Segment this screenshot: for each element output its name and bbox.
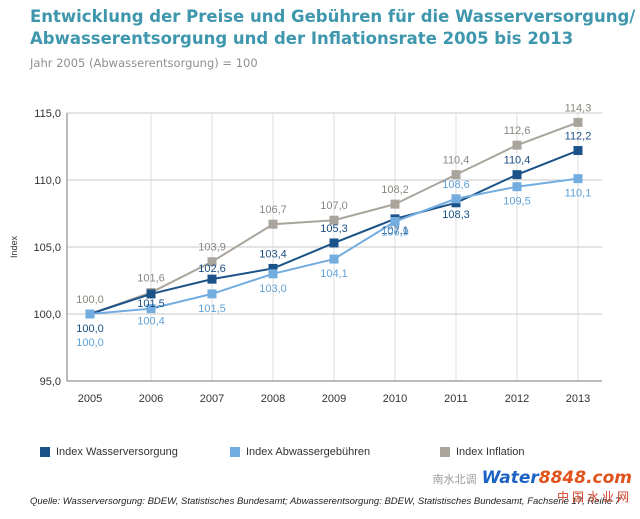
data-point-index-wasserversorgung — [146, 289, 156, 299]
title-line-1: Entwicklung der Preise und Gebühren für … — [30, 7, 636, 26]
data-label-index-abwassergeb-hren: 108,6 — [442, 179, 470, 191]
y-tick-label: 100,0 — [33, 309, 61, 321]
data-label-index-inflation: 107,0 — [320, 200, 348, 212]
data-label-index-wasserversorgung: 108,3 — [442, 209, 470, 221]
data-point-index-inflation — [512, 140, 522, 150]
data-label-index-wasserversorgung: 100,0 — [76, 323, 104, 335]
data-label-index-inflation: 103,9 — [198, 242, 226, 254]
data-label-index-wasserversorgung: 110,4 — [504, 155, 531, 167]
data-point-index-abwassergeb-hren — [573, 174, 583, 184]
watermark-chinese-text: 南水北调 — [432, 473, 477, 486]
data-label-index-abwassergeb-hren: 100,4 — [137, 316, 165, 328]
data-label-index-inflation: 106,7 — [259, 204, 287, 216]
data-point-index-abwassergeb-hren — [85, 309, 95, 319]
data-label-index-inflation: 100,0 — [76, 294, 104, 306]
legend-label-wasserversorgung: Index Wasserversorgung — [56, 446, 178, 458]
data-label-index-wasserversorgung: 102,6 — [198, 263, 226, 275]
y-tick-label: 110,0 — [34, 175, 61, 187]
data-point-index-abwassergeb-hren — [146, 304, 156, 314]
x-tick-label: 2007 — [200, 393, 224, 405]
title-line-2: Abwasserentsorgung und der Inflationsrat… — [30, 29, 574, 48]
legend: Index Wasserversorgung Index Abwassergeb… — [0, 446, 640, 464]
chart-subtitle: Jahr 2005 (Abwasserentsorgung) = 100 — [30, 56, 258, 70]
data-point-index-inflation — [451, 170, 461, 180]
data-label-index-inflation: 110,4 — [443, 155, 470, 167]
y-tick-label: 115,0 — [34, 108, 61, 120]
data-point-index-inflation — [207, 257, 217, 267]
data-point-index-abwassergeb-hren — [512, 182, 522, 192]
x-tick-label: 2012 — [505, 393, 529, 405]
data-label-index-abwassergeb-hren: 100,0 — [76, 337, 104, 349]
data-label-index-inflation: 101,6 — [137, 273, 165, 285]
legend-swatch-wasserversorgung — [40, 447, 50, 457]
y-tick-label: 105,0 — [33, 242, 61, 254]
legend-swatch-abwasser — [230, 447, 240, 457]
y-tick-label: 95,0 — [40, 376, 61, 388]
chart-title: Entwicklung der Preise und Gebühren für … — [30, 6, 635, 50]
data-point-index-wasserversorgung — [329, 238, 339, 248]
data-label-index-abwassergeb-hren: 103,0 — [259, 283, 287, 295]
data-label-index-abwassergeb-hren: 106,9 — [381, 227, 409, 239]
watermark-brand: Water — [481, 468, 539, 488]
data-label-index-inflation: 112,6 — [504, 125, 531, 137]
data-label-index-abwassergeb-hren: 101,5 — [198, 303, 226, 315]
data-point-index-wasserversorgung — [207, 274, 217, 284]
data-label-index-abwassergeb-hren: 109,5 — [503, 196, 531, 208]
data-label-index-inflation: 114,3 — [565, 102, 592, 114]
data-point-index-abwassergeb-hren — [329, 254, 339, 264]
x-tick-label: 2008 — [261, 393, 285, 405]
data-point-index-inflation — [329, 215, 339, 225]
data-point-index-abwassergeb-hren — [268, 269, 278, 279]
legend-label-inflation: Index Inflation — [456, 446, 525, 458]
watermark-line-2: 中国水业网 — [556, 490, 632, 504]
legend-item-abwasser: Index Abwassergebühren — [230, 446, 370, 458]
legend-label-abwasser: Index Abwassergebühren — [246, 446, 371, 458]
x-tick-label: 2006 — [139, 393, 163, 405]
legend-item-inflation: Index Inflation — [440, 446, 525, 458]
x-tick-label: 2009 — [322, 393, 346, 405]
data-label-index-wasserversorgung: 103,4 — [259, 248, 287, 260]
data-point-index-abwassergeb-hren — [451, 194, 461, 204]
data-label-index-wasserversorgung: 107,1 — [381, 225, 409, 237]
watermark-line-1: 南水北调 Water8848.com — [433, 468, 632, 488]
data-label-index-abwassergeb-hren: 110,1 — [565, 188, 592, 200]
legend-swatch-inflation — [440, 447, 450, 457]
data-label-index-wasserversorgung: 101,5 — [137, 298, 165, 310]
data-point-index-inflation — [390, 199, 400, 209]
watermark-brand-number: 8848.com — [538, 468, 632, 488]
watermark: 南水北调 Water8848.com 中国水业网 — [433, 468, 632, 505]
data-point-index-wasserversorgung — [573, 146, 583, 156]
data-point-index-wasserversorgung — [268, 263, 278, 273]
source-note: Quelle: Wasserversorgung: BDEW, Statisti… — [30, 496, 621, 507]
data-label-index-wasserversorgung: 112,2 — [565, 131, 592, 143]
data-point-index-abwassergeb-hren — [390, 217, 400, 227]
data-point-index-wasserversorgung — [512, 170, 522, 180]
x-tick-label: 2011 — [444, 393, 468, 405]
data-point-index-inflation — [268, 219, 278, 229]
x-tick-label: 2010 — [383, 393, 407, 405]
y-axis-label: Index — [9, 235, 19, 258]
line-chart: 95,0 100,0 105,0 110,0 115,0 2005 2006 2007 2008… — [9, 102, 602, 405]
x-tick-label: 2013 — [566, 393, 590, 405]
data-label-index-wasserversorgung: 105,3 — [320, 223, 348, 235]
data-point-index-abwassergeb-hren — [207, 289, 217, 299]
data-label-index-abwassergeb-hren: 104,1 — [320, 268, 348, 280]
legend-item-wasserversorgung: Index Wasserversorgung — [40, 446, 178, 458]
data-point-index-inflation — [573, 117, 583, 127]
data-label-index-inflation: 108,2 — [381, 184, 409, 196]
x-tick-label: 2005 — [78, 393, 102, 405]
